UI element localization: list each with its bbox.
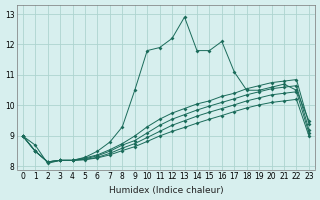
X-axis label: Humidex (Indice chaleur): Humidex (Indice chaleur) [108,186,223,195]
